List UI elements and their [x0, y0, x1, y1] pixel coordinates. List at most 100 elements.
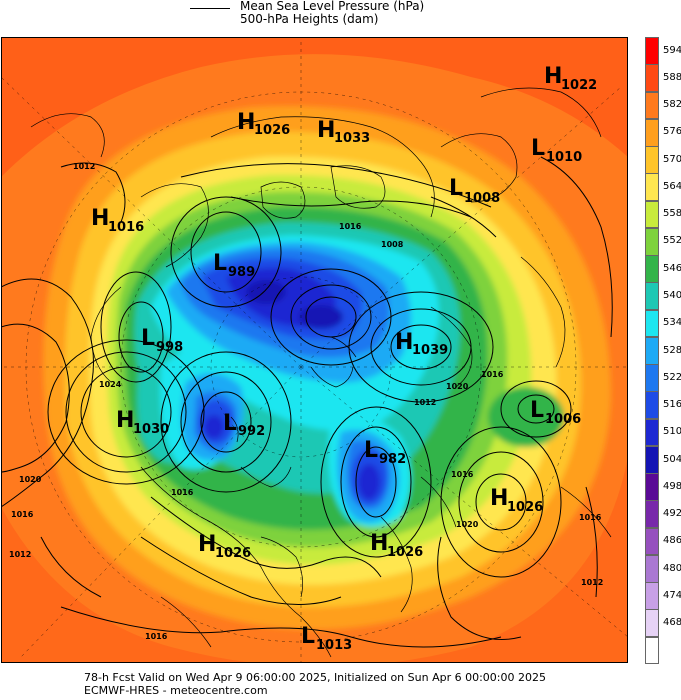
svg-text:1026: 1026 [215, 546, 251, 561]
svg-text:992: 992 [238, 424, 265, 439]
isobar-label: 1012 [73, 162, 95, 171]
legend-line-sample [190, 8, 230, 9]
isobar-label: 1020 [19, 475, 42, 484]
svg-text:L: L [213, 251, 227, 276]
colorbar-swatch [645, 282, 659, 311]
colorbar-label: 576 [663, 126, 681, 138]
isobar-label: 1008 [381, 240, 404, 249]
colorbar-swatch [645, 364, 659, 392]
isobar-label: 1012 [581, 578, 603, 587]
svg-text:1026: 1026 [507, 500, 543, 515]
footer: 78-h Fcst Valid on Wed Apr 9 06:00:00 20… [84, 671, 644, 699]
colorbar-swatch [645, 173, 659, 202]
height-field-588-south [1, 457, 628, 663]
svg-text:1008: 1008 [464, 191, 500, 206]
svg-text:1026: 1026 [254, 123, 290, 138]
svg-text:1030: 1030 [133, 422, 169, 437]
colorbar-label: 594 [663, 44, 681, 56]
source-credit: ECMWF-HRES - meteocentre.com [84, 684, 268, 697]
svg-text:1010: 1010 [546, 150, 582, 165]
colorbar-swatch [645, 200, 659, 229]
colorbar-label: 522 [663, 371, 681, 383]
pressure-system: L 982 [364, 438, 406, 467]
pressure-system: L 1013 [301, 624, 352, 653]
colorbar-swatch [645, 118, 659, 147]
pressure-system: L 989 [213, 251, 255, 280]
pressure-system: L 1008 [449, 176, 500, 206]
colorbar-swatch [645, 227, 659, 256]
svg-text:1022: 1022 [561, 78, 597, 93]
svg-text:1033: 1033 [334, 131, 370, 146]
svg-text:1039: 1039 [412, 343, 448, 358]
svg-text:L: L [301, 624, 315, 649]
svg-text:L: L [531, 136, 545, 161]
svg-text:H: H [370, 531, 388, 556]
colorbar-swatch [645, 582, 659, 610]
colorbar-label: 504 [663, 453, 681, 465]
colorbar-swatch [645, 527, 659, 556]
isobars [1, 156, 613, 648]
colorbar-label: 552 [663, 235, 681, 247]
colorbar-swatch [645, 146, 659, 174]
colorbar-label: 510 [663, 426, 681, 438]
colorbar-swatch [645, 64, 659, 92]
svg-text:1013: 1013 [316, 638, 352, 653]
colorbar-label: 564 [663, 180, 681, 192]
svg-text:H: H [237, 110, 255, 135]
svg-text:L: L [449, 176, 463, 201]
colorbar-swatch [645, 391, 659, 420]
isobar-label: 1016 [171, 488, 194, 497]
colorbar-swatch [645, 336, 659, 365]
colorbar-swatch [645, 473, 659, 501]
colorbar-label: 582 [663, 99, 681, 111]
isobar-label: 1012 [414, 398, 436, 407]
colorbar-label: 558 [663, 208, 681, 220]
colorbar: 594 588 582 576 570 564 558 552 546 540 534 528 522 5… [643, 37, 681, 665]
colorbar-swatch [645, 500, 659, 529]
forecast-valid-text: 78-h Fcst Valid on Wed Apr 9 06:00:00 20… [84, 671, 546, 684]
isobar-label: 1016 [339, 222, 362, 231]
colorbar-label: 528 [663, 344, 681, 356]
height-field-588 [1, 37, 628, 177]
map-frame [1, 37, 628, 663]
svg-text:H: H [116, 408, 134, 433]
svg-text:L: L [364, 438, 378, 463]
colorbar-label: 474 [663, 589, 681, 601]
isobar-label: 1016 [451, 470, 474, 479]
colorbar-label: 570 [663, 153, 681, 165]
isobar-label: 1012 [9, 550, 31, 559]
pressure-system: L 1006 [530, 398, 581, 427]
height-field-546-east [488, 387, 564, 447]
isobar-label: 1016 [579, 513, 602, 522]
svg-text:H: H [198, 532, 216, 557]
colorbar-label: 498 [663, 480, 681, 492]
map-legend: Mean Sea Level Pressure (hPa) 500-hPa He… [190, 0, 490, 32]
colorbar-label: 480 [663, 562, 681, 574]
isobar-label: 1024 [99, 380, 122, 389]
colorbar-swatch [645, 418, 659, 447]
svg-text:998: 998 [156, 340, 183, 355]
legend-pressure-label: Mean Sea Level Pressure (hPa) [240, 0, 425, 13]
svg-text:L: L [141, 326, 155, 351]
svg-text:H: H [317, 118, 335, 143]
colorbar-label: 468 [663, 617, 681, 629]
svg-text:989: 989 [228, 265, 255, 280]
pressure-system: L 992 [223, 411, 265, 439]
isobar-label: 1020 [446, 382, 469, 391]
isobar-label: 1016 [11, 510, 34, 519]
svg-text:1016: 1016 [108, 220, 144, 235]
pressure-system: L 1010 [531, 136, 582, 165]
colorbar-swatch [645, 636, 659, 665]
isobar-labels: 1012 1016 1008 1024 1020 1016 1016 1012 … [9, 162, 603, 641]
isobar-label: 1020 [456, 520, 479, 529]
colorbar-label: 588 [663, 71, 681, 83]
